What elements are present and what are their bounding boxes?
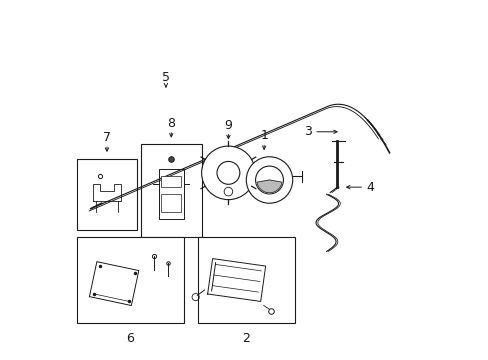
Text: 2: 2 — [242, 333, 250, 346]
Text: 1: 1 — [260, 130, 267, 143]
Text: 3: 3 — [304, 125, 312, 138]
Circle shape — [201, 146, 255, 200]
Bar — [161, 194, 181, 212]
Bar — [159, 169, 183, 219]
Bar — [198, 237, 294, 323]
Bar — [77, 237, 183, 323]
Bar — [161, 176, 181, 187]
Bar — [141, 144, 201, 237]
Text: 9: 9 — [224, 119, 232, 132]
Circle shape — [217, 161, 240, 184]
Wedge shape — [256, 180, 282, 193]
Text: 8: 8 — [167, 117, 175, 130]
Text: 4: 4 — [365, 181, 373, 194]
Text: 7: 7 — [103, 131, 111, 144]
Circle shape — [246, 157, 292, 203]
Bar — [77, 158, 137, 230]
Text: 5: 5 — [162, 71, 169, 84]
Text: 6: 6 — [126, 333, 134, 346]
